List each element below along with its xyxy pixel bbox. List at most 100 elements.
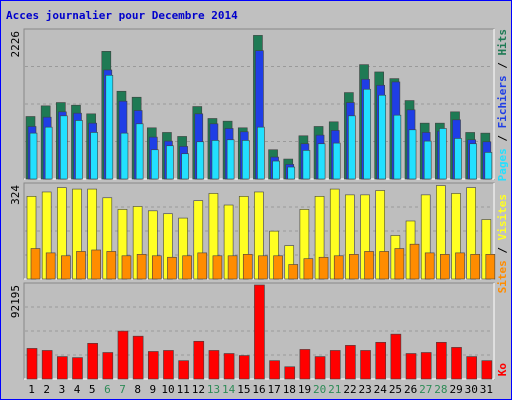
day-label: 13	[207, 383, 220, 396]
bar-sites	[303, 258, 314, 280]
legend-pages: Pages	[496, 148, 509, 181]
bar-ko	[466, 356, 477, 380]
bar-sites	[227, 255, 238, 280]
bar-ko	[375, 341, 387, 380]
legend-fichiers: Fichiers	[496, 75, 509, 128]
bar-ko	[254, 284, 265, 380]
bar-sites	[288, 264, 299, 280]
bar-sites	[424, 252, 435, 280]
legend-hits-panel: Pages / Fichiers / Hits	[496, 29, 509, 181]
bar-ko	[178, 360, 189, 380]
bar-sites	[455, 252, 465, 280]
ko-panel-ymax-label: 92195	[9, 285, 22, 318]
day-label: 28	[434, 383, 447, 396]
bar-ko	[390, 333, 402, 380]
day-label: 16	[252, 383, 265, 396]
bar-pages	[60, 115, 68, 180]
bar-pages	[105, 74, 114, 180]
bar-ko	[299, 349, 311, 380]
day-label: 2	[43, 383, 50, 396]
bar-pages	[332, 142, 341, 180]
bar-ko	[163, 350, 174, 380]
bar-pages	[439, 128, 447, 180]
day-label: 11	[177, 383, 190, 396]
bar-pages	[90, 132, 98, 180]
bar-ko	[238, 355, 250, 380]
bar-pages	[241, 140, 250, 180]
day-label: 7	[119, 383, 126, 396]
bar-pages	[393, 114, 402, 180]
bar-pages	[196, 141, 205, 180]
bar-sites	[440, 254, 450, 280]
bar-sites	[121, 255, 132, 280]
bar-sites	[394, 248, 405, 280]
day-label: 27	[419, 383, 432, 396]
bar-sites	[485, 254, 496, 280]
bar-pages	[44, 126, 53, 180]
visits-panel-ymax-label: 324	[9, 185, 22, 205]
day-label: 12	[192, 383, 205, 396]
bar-ko	[132, 335, 144, 380]
legend-visites: Visites	[496, 194, 509, 240]
day-label: 25	[389, 383, 402, 396]
day-label: 9	[150, 383, 157, 396]
day-label: 18	[283, 383, 296, 396]
bar-sites	[318, 256, 329, 280]
bar-pages	[408, 129, 417, 180]
day-label: 19	[298, 383, 311, 396]
bar-ko	[481, 360, 493, 380]
bar-pages	[166, 145, 174, 180]
bar-ko	[117, 330, 129, 380]
bar-ko	[284, 366, 296, 380]
bar-sites	[91, 249, 101, 280]
bar-ko	[87, 343, 98, 380]
bar-sites	[167, 256, 177, 280]
bar-pages	[29, 132, 38, 180]
bar-sites	[136, 254, 147, 280]
bar-sites	[379, 251, 390, 280]
legend-ko-panel: Ko	[496, 363, 509, 377]
bar-ko	[451, 347, 462, 380]
day-label: 20	[313, 383, 326, 396]
day-label: 14	[222, 383, 236, 396]
day-label: 23	[359, 383, 372, 396]
bar-pages	[181, 153, 189, 180]
bar-pages	[135, 123, 144, 180]
bar-ko	[436, 341, 447, 380]
bar-sites	[106, 251, 117, 280]
bar-ko	[405, 353, 417, 380]
bar-pages	[302, 150, 311, 180]
bar-pages	[378, 94, 387, 180]
legend-ko: Ko	[496, 363, 509, 377]
day-label: 5	[89, 383, 96, 396]
bar-pages	[257, 126, 265, 180]
day-label: 10	[161, 383, 174, 396]
day-label: 1	[28, 383, 35, 396]
day-label: 8	[134, 383, 141, 396]
bar-ko	[269, 360, 280, 380]
day-label: 3	[59, 383, 66, 396]
bar-sites	[258, 255, 268, 280]
bar-ko	[345, 345, 356, 380]
bar-sites	[76, 251, 86, 280]
day-label: 31	[480, 383, 493, 396]
bar-pages	[469, 143, 477, 180]
bar-pages	[150, 149, 159, 180]
bar-sites	[197, 252, 208, 280]
day-label: 22	[343, 383, 356, 396]
day-label: 17	[268, 383, 281, 396]
chart-title: Acces journalier pour Decembre 2014	[6, 9, 238, 22]
bar-sites	[349, 254, 359, 280]
bar-ko	[223, 353, 235, 380]
bar-pages	[363, 88, 371, 180]
bar-sites	[242, 254, 253, 280]
day-label: 21	[328, 383, 341, 396]
bar-sites	[30, 248, 41, 280]
bar-pages	[226, 139, 235, 180]
bar-ko	[41, 350, 53, 380]
bar-sites	[151, 255, 162, 280]
legend-separator: /	[496, 56, 509, 76]
bar-sites	[45, 252, 56, 280]
